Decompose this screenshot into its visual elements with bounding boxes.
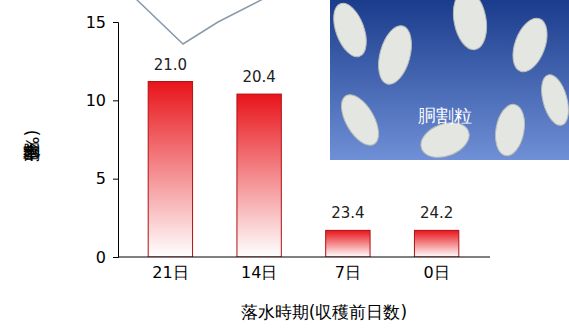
y-tick: 0 bbox=[96, 248, 118, 267]
x-tick: 7日 bbox=[335, 257, 361, 282]
y-tick-mark bbox=[113, 22, 118, 23]
x-tick-label: 14日 bbox=[241, 263, 277, 282]
x-axis-title: 落水時期(収穫前日数) bbox=[241, 302, 407, 322]
annotation: 24.2 bbox=[420, 204, 453, 222]
rice-grain bbox=[506, 14, 553, 77]
annotation: 21.0 bbox=[154, 56, 187, 74]
y-tick-mark bbox=[113, 100, 118, 101]
y-tick-label: 15 bbox=[86, 13, 106, 32]
x-axis: 21日 14日 7日 0日 bbox=[118, 257, 490, 282]
rice-grain bbox=[537, 72, 569, 128]
y-tick-label: 5 bbox=[96, 169, 106, 188]
rice-grain bbox=[327, 0, 372, 61]
x-tick-label: 21日 bbox=[152, 263, 188, 282]
y-tick-mark bbox=[113, 257, 118, 258]
inset-photo: 胴割粒 bbox=[327, 0, 569, 164]
bar bbox=[414, 230, 458, 257]
x-tick: 21日 bbox=[152, 257, 188, 282]
bar bbox=[326, 230, 370, 257]
y-tick: 5 bbox=[96, 169, 118, 188]
annotation: 20.4 bbox=[242, 68, 275, 86]
y-tick: 10 bbox=[86, 91, 118, 110]
x-tick-label: 7日 bbox=[335, 263, 361, 282]
y-axis-title: 全胴割率(%) bbox=[22, 130, 42, 162]
annotation: 23.4 bbox=[331, 204, 364, 222]
bar bbox=[237, 94, 281, 257]
rice-grain bbox=[449, 0, 491, 52]
y-tick: 15 bbox=[86, 13, 118, 32]
bar bbox=[148, 82, 192, 257]
inset-label: 胴割粒 bbox=[418, 105, 472, 126]
rice-grain bbox=[334, 89, 386, 151]
y-tick-mark bbox=[113, 179, 118, 180]
y-axis: 0 5 10 15 bbox=[86, 13, 119, 267]
x-tick: 0日 bbox=[424, 257, 450, 282]
y-tick-label: 0 bbox=[96, 248, 106, 267]
x-tick: 14日 bbox=[241, 257, 277, 282]
x-tick-label: 0日 bbox=[424, 263, 450, 282]
callout bbox=[135, 0, 265, 44]
chart: 胴割粒 21.0 20.4 23.4 24.2 0 5 10 15 21日 14日 7日 0日落水時期(… bbox=[0, 0, 569, 331]
x-axis-line bbox=[118, 257, 490, 258]
y-tick-label: 10 bbox=[86, 91, 106, 110]
annotations: 21.0 20.4 23.4 24.2 bbox=[154, 56, 454, 223]
y-axis-line bbox=[113, 23, 119, 258]
rice-grain bbox=[373, 22, 418, 88]
rice-grain bbox=[492, 102, 529, 158]
bars bbox=[148, 82, 459, 257]
